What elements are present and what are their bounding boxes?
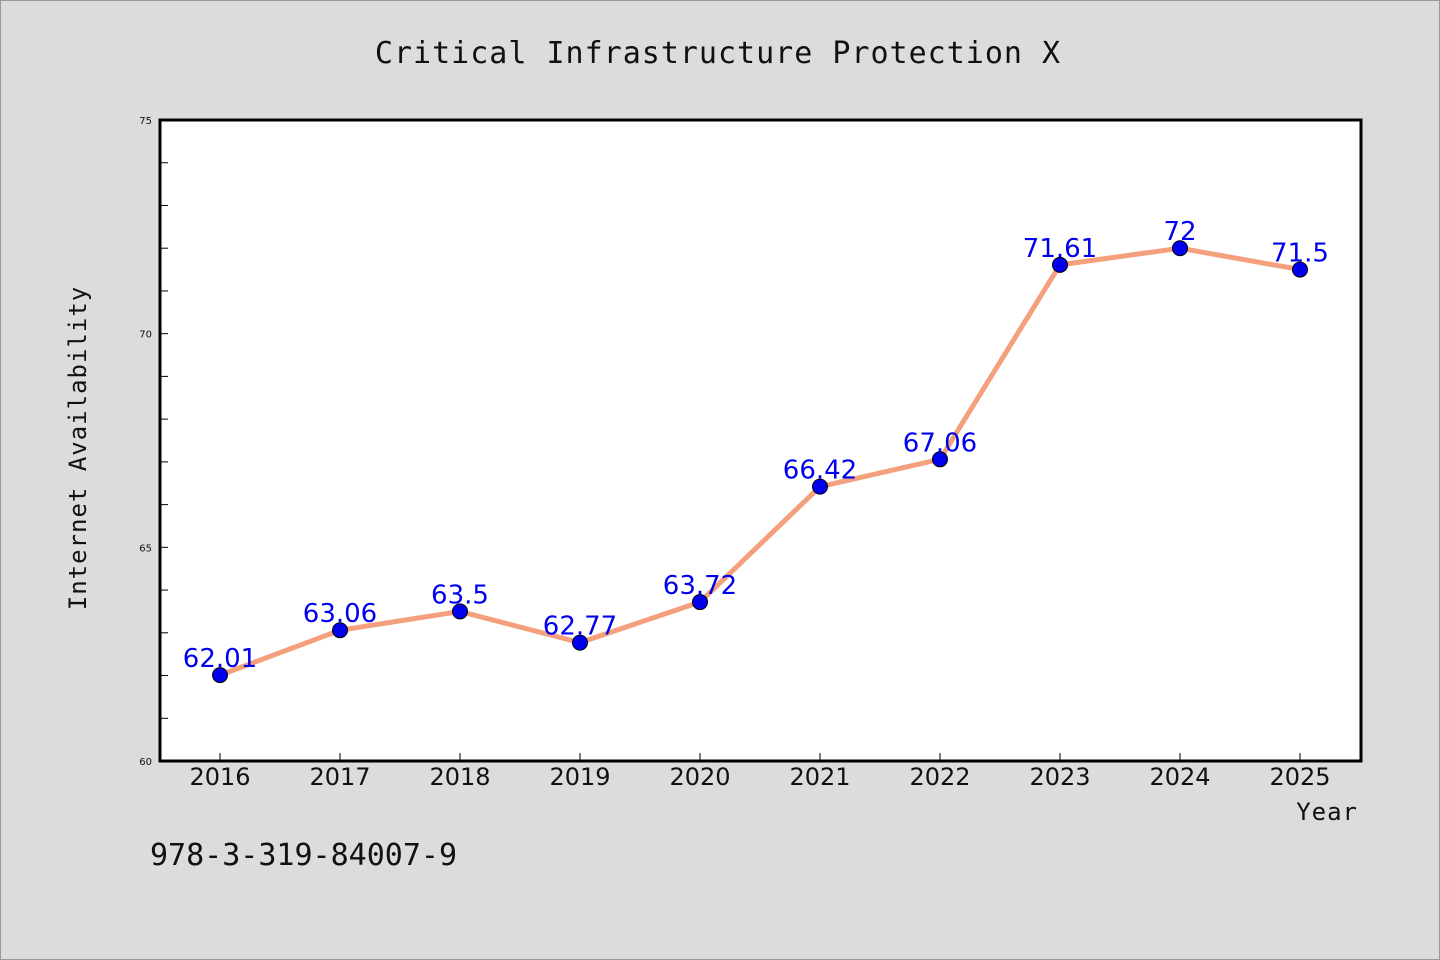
data-label: 72 — [1163, 217, 1196, 247]
data-point — [1292, 261, 1308, 278]
x-tick-label: 2017 — [309, 763, 370, 791]
chart-title: Critical Infrastructure Protection X — [375, 36, 1061, 71]
data-label: 67.06 — [903, 428, 977, 458]
y-tick-label: 70 — [139, 330, 152, 341]
data-point — [212, 667, 228, 684]
y-axis-label: Internet Availability — [64, 286, 92, 610]
data-label: 63.06 — [303, 599, 377, 629]
x-tick-label: 2019 — [549, 763, 610, 791]
series-line — [217, 245, 1303, 678]
isbn-code: 978-3-319-84007-9 — [150, 838, 457, 873]
x-tick-label: 2023 — [1029, 763, 1090, 791]
plot-area — [158, 118, 1363, 763]
x-tick-label: 2020 — [669, 763, 730, 791]
data-point — [572, 634, 588, 651]
data-point — [812, 478, 828, 495]
data-label: 62.77 — [543, 612, 617, 642]
data-label: 66.42 — [783, 456, 857, 486]
y-axis-ticks: 60 65 70 75 — [139, 116, 168, 768]
data-label: 71.61 — [1023, 234, 1097, 264]
y-tick-label: 60 — [139, 757, 152, 768]
data-point — [932, 451, 948, 468]
x-tick-label: 2022 — [909, 763, 970, 791]
x-tick-label: 2025 — [1269, 763, 1330, 791]
data-label: 63.5 — [431, 580, 489, 610]
x-tick-label: 2016 — [189, 763, 250, 791]
data-point — [332, 622, 348, 639]
data-point — [692, 594, 708, 611]
data-point — [1172, 240, 1188, 257]
data-label: 62.01 — [183, 644, 257, 674]
series-layer: 62.01 63.06 63.5 62.77 63.72 66.42 67.06 71.61 7… — [183, 217, 1329, 684]
data-label: 71.5 — [1271, 239, 1329, 269]
data-point — [452, 603, 468, 620]
x-axis-ticks: 2016 2017 2018 2019 2020 2021 2022 2023 2024 2025 — [189, 753, 1331, 791]
x-tick-label: 2024 — [1149, 763, 1210, 791]
x-tick-label: 2021 — [789, 763, 850, 791]
y-tick-label: 65 — [139, 543, 152, 554]
data-point — [1052, 256, 1068, 273]
x-axis-label: Year — [1296, 798, 1358, 826]
x-tick-label: 2018 — [429, 763, 490, 791]
y-tick-label: 75 — [139, 116, 152, 127]
data-label: 63.72 — [663, 571, 737, 601]
